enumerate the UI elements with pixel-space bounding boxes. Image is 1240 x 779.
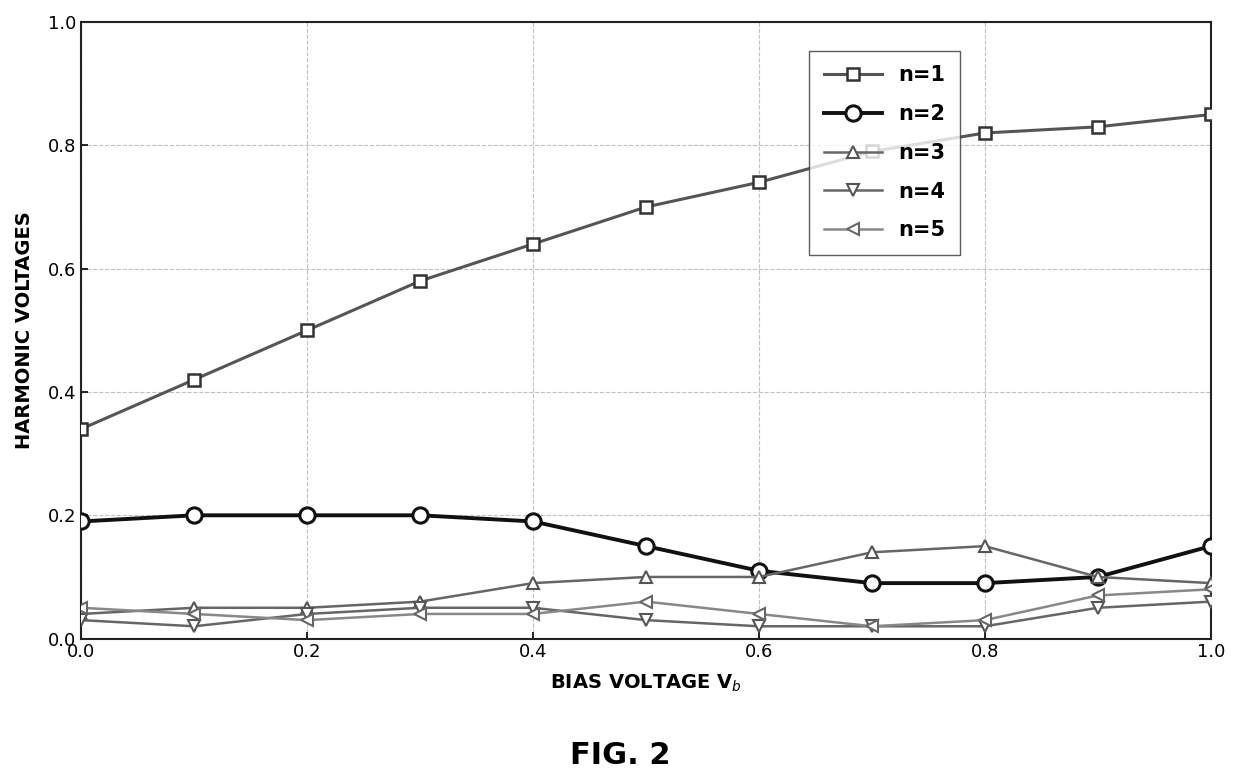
n=5 [977,615,992,625]
n=3 [864,548,879,557]
n=1 [413,277,428,286]
Line: n=1: n=1 [74,108,1218,435]
n=5 [187,609,202,619]
n=5 [639,597,653,606]
Legend: n=1, n=2, n=3, n=4, n=5: n=1, n=2, n=3, n=4, n=5 [808,51,960,255]
n=3 [413,597,428,606]
n=2 [300,510,315,520]
n=2 [751,566,766,576]
n=1 [639,203,653,212]
n=5 [413,609,428,619]
n=5 [74,603,89,612]
n=4 [526,603,541,612]
n=2 [639,541,653,551]
n=3 [1090,573,1105,582]
n=4 [977,622,992,631]
n=4 [300,609,315,619]
n=1 [751,178,766,187]
n=1 [1090,122,1105,132]
n=5 [864,622,879,631]
Line: n=2: n=2 [73,508,1219,590]
n=1 [1203,110,1218,119]
n=4 [187,622,202,631]
n=2 [864,579,879,588]
n=4 [639,615,653,625]
n=2 [526,516,541,526]
n=1 [526,239,541,249]
Line: n=5: n=5 [74,583,1218,633]
n=4 [751,622,766,631]
n=3 [751,573,766,582]
n=5 [1090,590,1105,600]
n=4 [864,622,879,631]
n=3 [977,541,992,551]
n=2 [74,516,89,526]
X-axis label: BIAS VOLTAGE V$_b$: BIAS VOLTAGE V$_b$ [551,672,742,694]
n=4 [1203,597,1218,606]
n=2 [1203,541,1218,551]
n=3 [187,603,202,612]
n=2 [187,510,202,520]
n=5 [751,609,766,619]
n=1 [187,375,202,384]
n=4 [74,615,89,625]
n=3 [74,609,89,619]
n=4 [1090,603,1105,612]
n=5 [526,609,541,619]
n=1 [300,326,315,335]
Line: n=3: n=3 [74,540,1218,620]
n=3 [300,603,315,612]
Y-axis label: HARMONIC VOLTAGES: HARMONIC VOLTAGES [15,211,33,449]
n=1 [864,146,879,156]
n=3 [1203,579,1218,588]
n=2 [977,579,992,588]
n=4 [413,603,428,612]
n=3 [639,573,653,582]
n=5 [300,615,315,625]
n=2 [413,510,428,520]
Text: FIG. 2: FIG. 2 [569,741,671,770]
Line: n=4: n=4 [74,595,1218,633]
n=3 [526,579,541,588]
n=1 [977,129,992,138]
n=1 [74,425,89,434]
n=2 [1090,573,1105,582]
n=5 [1203,584,1218,594]
